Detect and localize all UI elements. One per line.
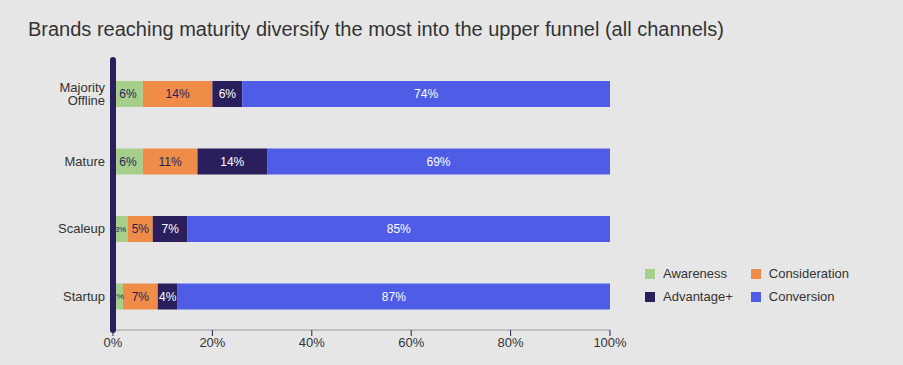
svg-text:6%: 6% <box>219 87 237 101</box>
svg-text:0%: 0% <box>104 335 123 350</box>
svg-text:Startup: Startup <box>63 289 105 304</box>
svg-text:Mature: Mature <box>65 154 105 169</box>
svg-text:3%: 3% <box>115 225 127 234</box>
html-text:Advantage+: Advantage+ <box>663 289 733 304</box>
svg-text:7%: 7% <box>161 222 179 236</box>
svg-text:60%: 60% <box>398 335 424 350</box>
svg-text:80%: 80% <box>498 335 524 350</box>
html-text:Conversion: Conversion <box>768 289 835 304</box>
svg-text:100%: 100% <box>593 335 627 350</box>
svg-text:6%: 6% <box>119 155 137 169</box>
svg-text:14%: 14% <box>166 87 190 101</box>
svg-text:4%: 4% <box>159 290 177 304</box>
svg-text:14%: 14% <box>220 155 244 169</box>
svg-text:11%: 11% <box>159 155 182 169</box>
svg-text:69%: 69% <box>427 155 451 169</box>
svg-text:85%: 85% <box>387 222 411 236</box>
svg-text:6%: 6% <box>119 87 137 101</box>
svg-text:20%: 20% <box>199 335 225 350</box>
html-text:Consideration: Consideration <box>768 266 849 281</box>
svg-text:40%: 40% <box>299 335 325 350</box>
svg-text:7%: 7% <box>132 290 150 304</box>
svg-text:74%: 74% <box>414 87 438 101</box>
html-text:Awareness: Awareness <box>663 266 728 281</box>
svg-text:MajorityOffline: MajorityOffline <box>59 80 105 108</box>
svg-text:Scaleup: Scaleup <box>58 221 105 236</box>
svg-text:2%: 2% <box>112 292 124 301</box>
svg-text:5%: 5% <box>132 222 150 236</box>
svg-text:87%: 87% <box>382 290 406 304</box>
html-text:Brands reaching maturity diver: Brands reaching maturity diversify the m… <box>28 18 724 40</box>
